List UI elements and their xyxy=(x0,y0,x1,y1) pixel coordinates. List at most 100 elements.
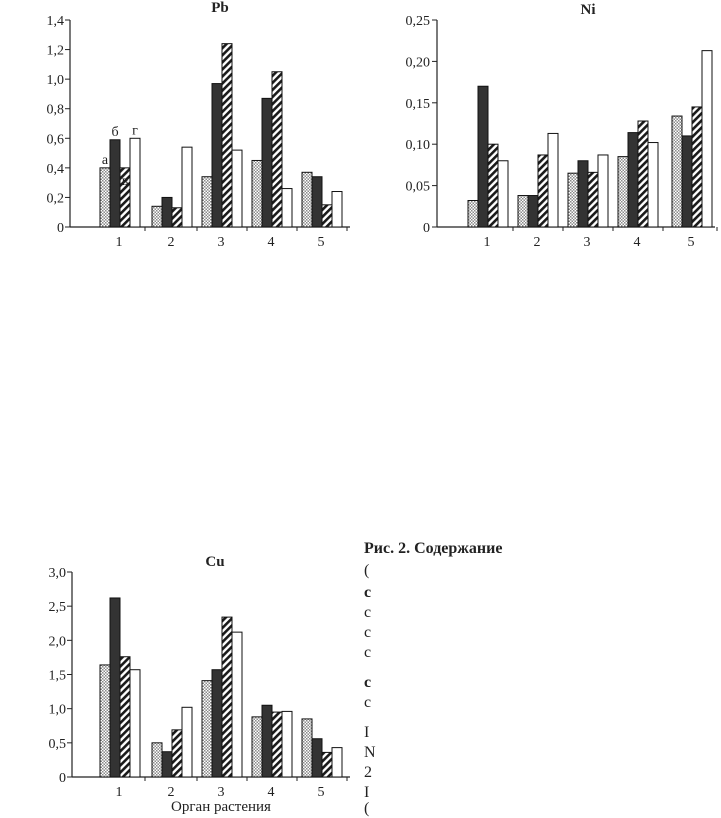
bar-series-0-cat-3 xyxy=(567,172,579,228)
caption-fragment-line: Рис. 2. Содержание xyxy=(364,540,503,557)
x-tick-label: 2 xyxy=(168,785,175,800)
bar-series-1-cat-2 xyxy=(161,196,173,228)
bar-series-2-cat-1 xyxy=(487,143,499,228)
bar-series-3-cat-2 xyxy=(181,146,193,228)
bar-series-0-cat-3 xyxy=(201,176,213,228)
x-tick-label: 5 xyxy=(688,235,695,250)
x-tick-label: 4 xyxy=(634,235,641,250)
caption-fragment-line: 2 xyxy=(364,764,372,781)
bar-series-0-cat-2 xyxy=(151,205,163,228)
chart-0: Pb 0 0,2 0,4 0,6 0,8 1,0 1,2 1,4 1 2 3 4 5 аб в г xyxy=(47,0,350,250)
x-tick-label: 1 xyxy=(116,785,123,800)
bar-series-3-cat-4 xyxy=(281,188,293,228)
caption-fragment-line: N xyxy=(364,744,376,761)
x-tick-label: 3 xyxy=(218,785,225,800)
bar-series-0-cat-5 xyxy=(671,115,683,228)
y-tick-label: 1,4 xyxy=(47,14,65,29)
bar-series-2-cat-4 xyxy=(271,71,283,228)
bar-series-3-cat-5 xyxy=(331,747,343,778)
bar-series-1-cat-4 xyxy=(261,97,273,228)
caption-fragment-line: с xyxy=(364,584,372,601)
bar-series-3-cat-2 xyxy=(547,132,559,228)
bar-series-0-cat-2 xyxy=(151,742,163,778)
x-tick-label: 5 xyxy=(318,785,325,800)
y-tick-label: 1,0 xyxy=(49,703,67,718)
bar-series-2-cat-5 xyxy=(691,106,703,228)
caption-fragment-line: с xyxy=(364,674,372,691)
caption-fragment-line: I xyxy=(364,784,370,801)
bar-series-0-cat-1 xyxy=(467,200,479,228)
x-tick-label: 2 xyxy=(168,235,175,250)
caption-fragment-line: с xyxy=(364,694,372,711)
bar-series-1-cat-5 xyxy=(681,135,693,228)
bar-series-2-cat-3 xyxy=(221,616,233,778)
x-tick-label: 3 xyxy=(218,235,225,250)
bar-series-0-cat-4 xyxy=(617,156,629,228)
caption-fragment-line: I xyxy=(364,724,370,741)
bar-series-1-cat-2 xyxy=(161,751,173,778)
bar-series-3-cat-4 xyxy=(647,142,659,228)
chart-2: Cu 0 0,5 1,0 1,5 2,0 2,5 3,0 1 2 3 4 5 Орган растения xyxy=(49,554,350,815)
y-tick-label: 0,6 xyxy=(47,132,65,147)
bar-series-1-cat-4 xyxy=(627,132,639,228)
chart-title: Ni xyxy=(581,2,596,18)
bar-series-1-cat-1 xyxy=(109,139,121,228)
bar-series-2-cat-4 xyxy=(637,120,649,228)
bar-series-3-cat-2 xyxy=(181,706,193,778)
bar-series-1-cat-3 xyxy=(211,669,223,778)
y-tick-label: 0,25 xyxy=(406,14,431,29)
y-tick-label: 2,0 xyxy=(49,634,67,649)
y-tick-label: 0,2 xyxy=(47,191,65,206)
bar-series-3-cat-5 xyxy=(331,191,343,228)
chart-1: Ni 0 0,05 0,10 0,15 0,20 0,25 1 2 3 4 5 xyxy=(406,2,718,250)
bar-series-2-cat-2 xyxy=(171,729,183,778)
y-tick-label: 1,5 xyxy=(49,669,67,684)
bar-series-3-cat-3 xyxy=(231,149,243,228)
bar-series-2-cat-3 xyxy=(221,43,233,228)
chart-title: Cu xyxy=(205,554,224,570)
y-tick-label: 0 xyxy=(57,221,64,236)
x-tick-label: 1 xyxy=(484,235,491,250)
series-letter-label: а xyxy=(102,153,109,168)
bar-series-0-cat-1 xyxy=(99,664,111,778)
bar-series-2-cat-5 xyxy=(321,751,333,778)
y-tick-label: 0 xyxy=(423,221,430,236)
caption-fragment-line: с xyxy=(364,644,372,661)
y-tick-label: 0,05 xyxy=(406,180,431,195)
bar-series-2-cat-2 xyxy=(537,154,549,228)
bar-series-1-cat-4 xyxy=(261,704,273,778)
y-tick-label: 1,0 xyxy=(47,73,65,88)
bar-series-2-cat-2 xyxy=(171,207,183,228)
chart-title: Pb xyxy=(211,0,229,16)
bar-series-2-cat-3 xyxy=(587,171,599,228)
bar-series-1-cat-5 xyxy=(311,176,323,228)
bar-series-3-cat-1 xyxy=(129,669,141,778)
bar-series-0-cat-2 xyxy=(517,195,529,228)
y-tick-label: 0,20 xyxy=(406,55,431,70)
bar-series-1-cat-2 xyxy=(527,195,539,228)
bar-series-3-cat-3 xyxy=(597,154,609,228)
y-tick-label: 0,10 xyxy=(406,138,431,153)
bar-series-0-cat-4 xyxy=(251,716,263,778)
bar-series-0-cat-1 xyxy=(99,167,111,228)
bar-series-0-cat-5 xyxy=(301,718,313,778)
series-letter-label: б xyxy=(111,125,118,140)
caption-fragment-line: ( xyxy=(364,800,370,817)
series-letter-label: г xyxy=(132,123,138,138)
y-tick-label: 1,2 xyxy=(47,44,65,59)
caption-fragment-line: с xyxy=(364,604,372,621)
x-axis-label: Орган растения xyxy=(171,799,271,815)
y-tick-label: 0,15 xyxy=(406,97,431,112)
caption-fragment-line: ( xyxy=(364,562,370,579)
bar-series-2-cat-4 xyxy=(271,711,283,778)
y-tick-label: 0,4 xyxy=(47,162,65,177)
x-tick-label: 4 xyxy=(268,235,275,250)
series-letter-label: в xyxy=(122,174,129,189)
bar-series-1-cat-1 xyxy=(109,597,121,778)
bar-series-3-cat-1 xyxy=(129,137,141,228)
bar-series-1-cat-3 xyxy=(211,83,223,228)
x-tick-label: 3 xyxy=(584,235,591,250)
x-tick-label: 5 xyxy=(318,235,325,250)
bar-series-3-cat-1 xyxy=(497,160,509,228)
